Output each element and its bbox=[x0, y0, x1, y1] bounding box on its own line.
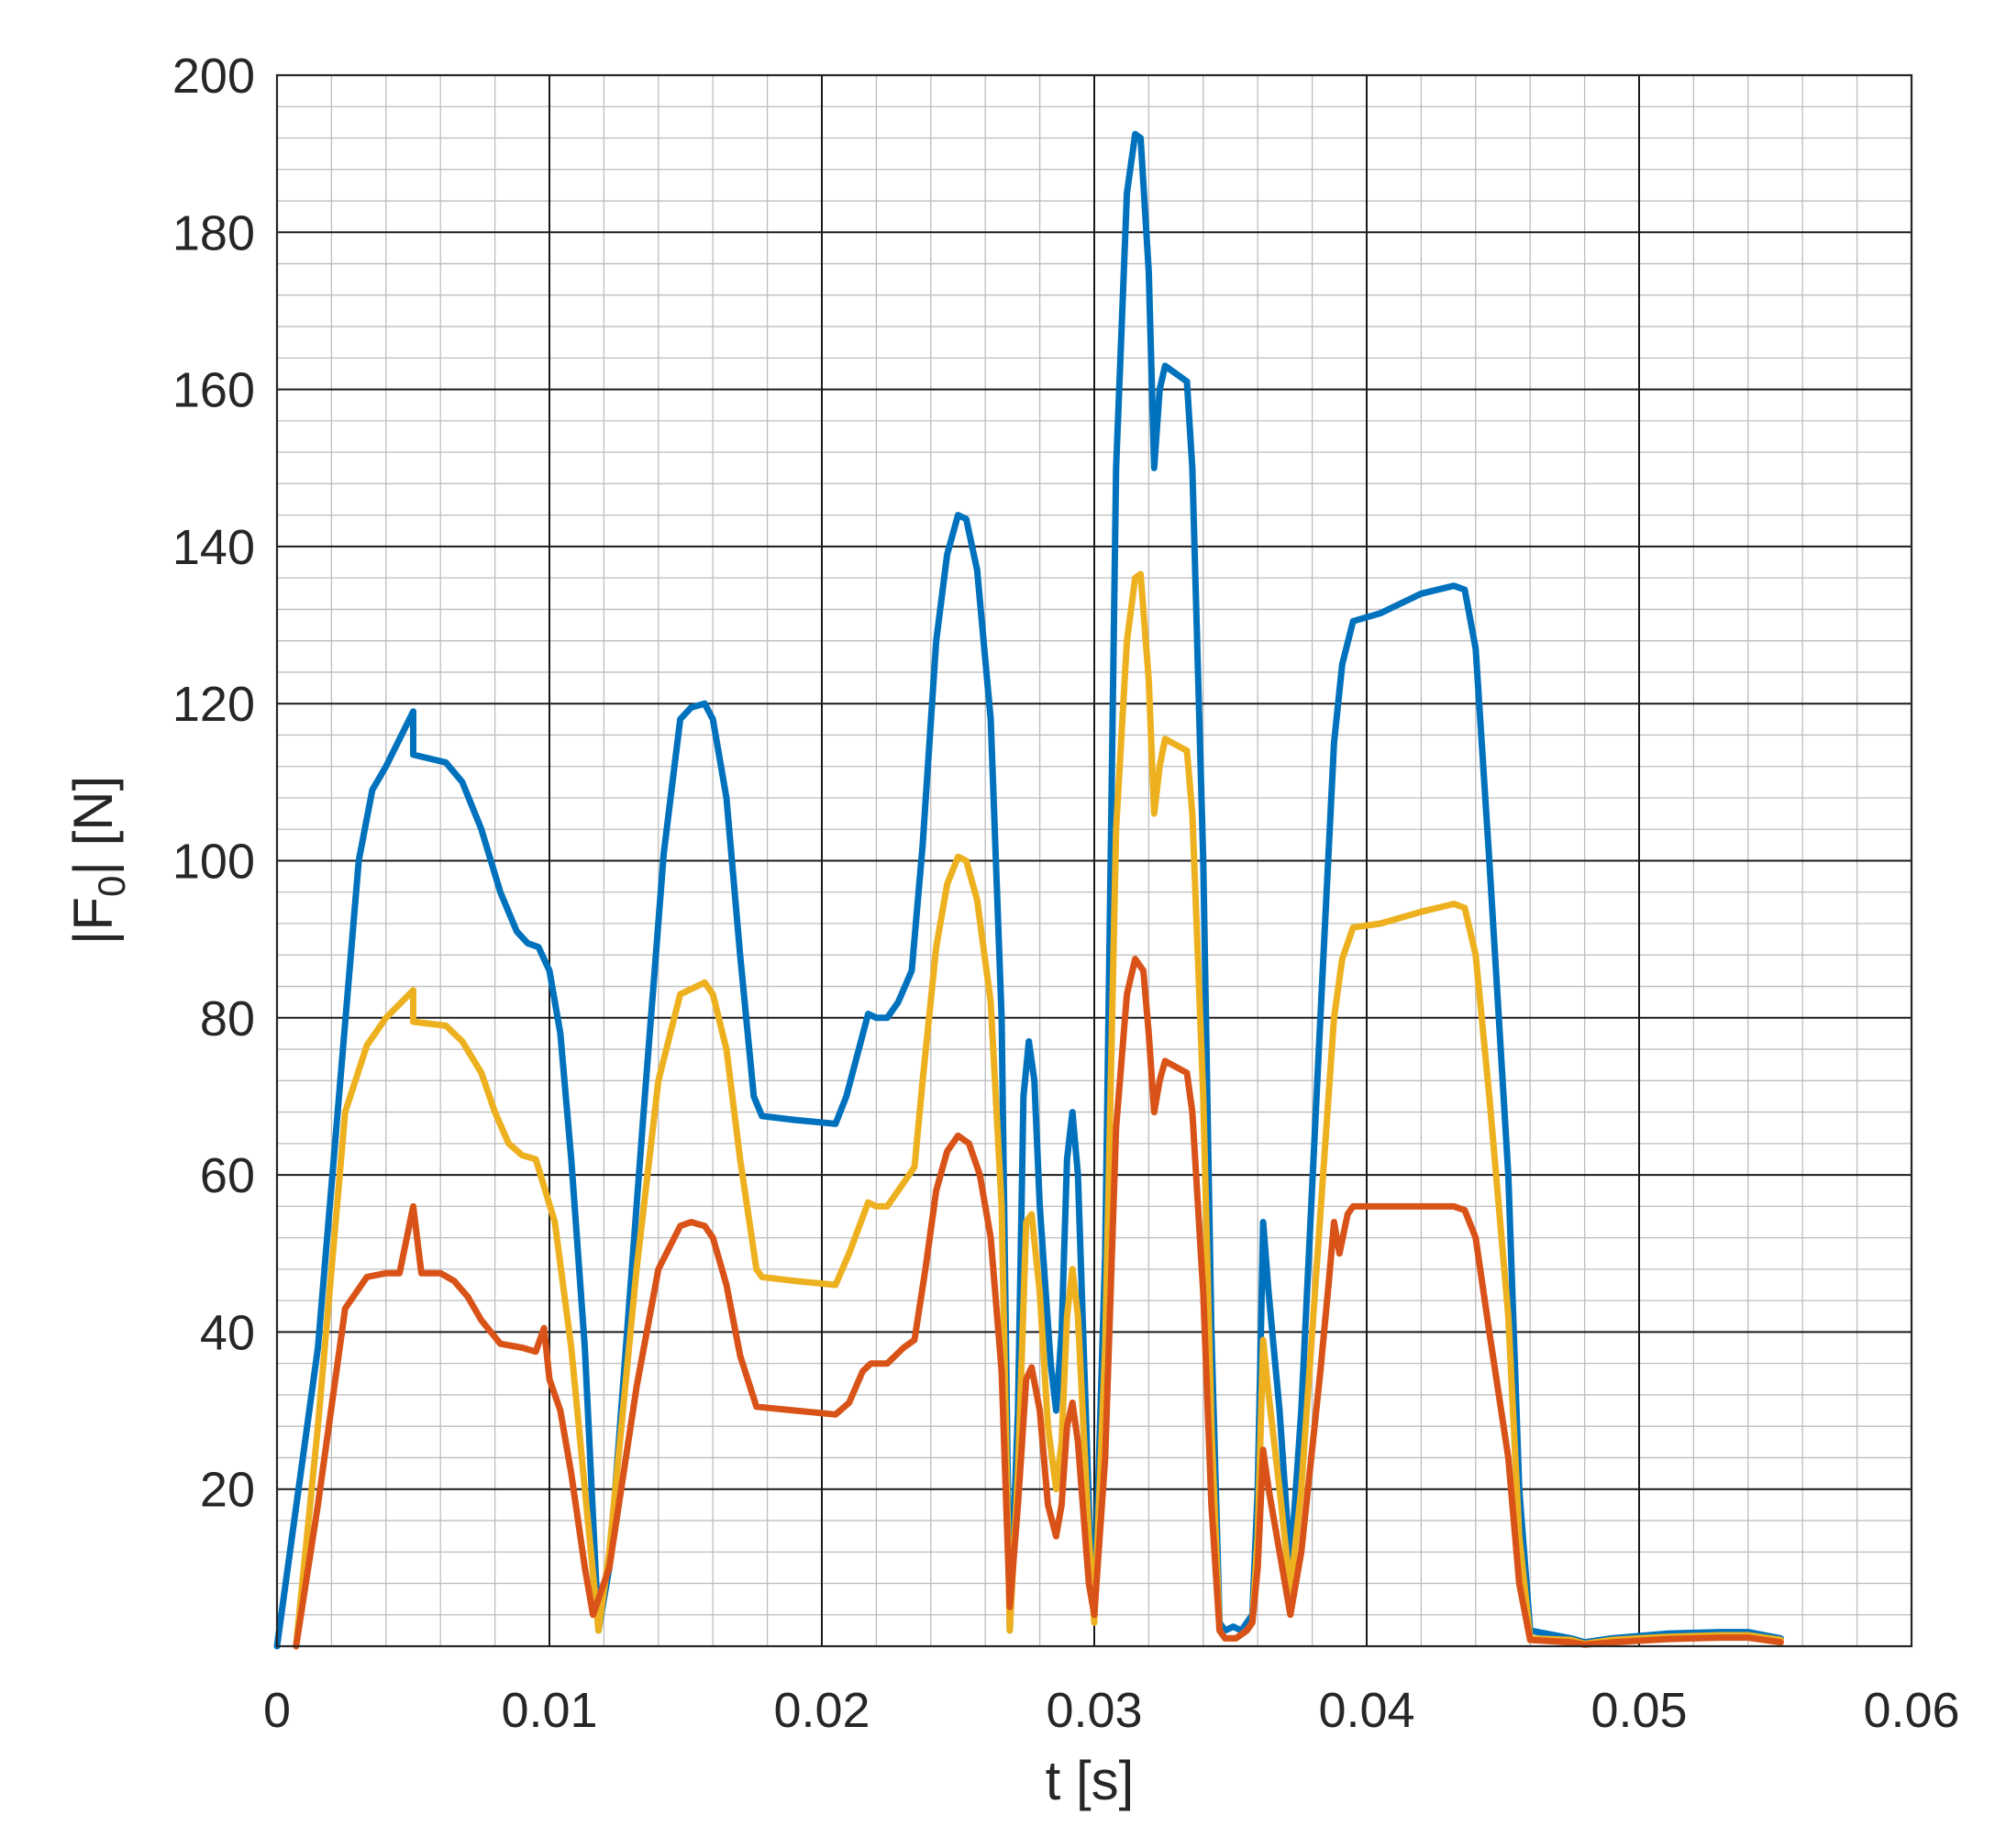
y-axis-ticks: 20 40 60 80 100 120 140 160 180 200 bbox=[172, 49, 255, 1518]
x-tick-label: 0.01 bbox=[501, 1683, 597, 1738]
y-tick-label: 100 bbox=[172, 835, 255, 890]
y-axis-label-tail: | [N] bbox=[62, 776, 124, 876]
y-tick-label: 60 bbox=[200, 1148, 255, 1203]
major-grid bbox=[276, 74, 1912, 1646]
y-tick-label: 120 bbox=[172, 677, 255, 732]
y-axis-label: |F0| [N] bbox=[62, 776, 133, 946]
y-tick-label: 20 bbox=[200, 1463, 255, 1518]
x-tick-label: 0.02 bbox=[773, 1683, 870, 1738]
x-axis-ticks: 0 0.01 0.02 0.03 0.04 0.05 0.06 bbox=[263, 1683, 1960, 1738]
y-tick-label: 160 bbox=[172, 363, 255, 418]
x-tick-label: 0.03 bbox=[1046, 1683, 1142, 1738]
x-tick-label: 0.04 bbox=[1318, 1683, 1414, 1738]
x-tick-label: 0.05 bbox=[1590, 1683, 1687, 1738]
x-axis-label: t [s] bbox=[1046, 1750, 1135, 1811]
series-layer bbox=[273, 130, 1784, 1650]
y-axis-label-main: |F bbox=[62, 897, 124, 945]
series-line-3 bbox=[293, 956, 1784, 1650]
plot-frame bbox=[275, 73, 1913, 1648]
y-tick-label: 180 bbox=[172, 205, 255, 260]
y-tick-label: 40 bbox=[200, 1305, 255, 1360]
x-tick-label: 0 bbox=[263, 1683, 291, 1738]
series-line-1 bbox=[273, 130, 1784, 1650]
y-tick-label: 80 bbox=[200, 991, 255, 1046]
series-line-2 bbox=[293, 570, 1784, 1650]
y-axis-label-subscript: 0 bbox=[90, 876, 133, 897]
y-tick-label: 200 bbox=[172, 49, 255, 104]
y-tick-label: 140 bbox=[172, 520, 255, 575]
x-tick-label: 0.06 bbox=[1863, 1683, 1959, 1738]
